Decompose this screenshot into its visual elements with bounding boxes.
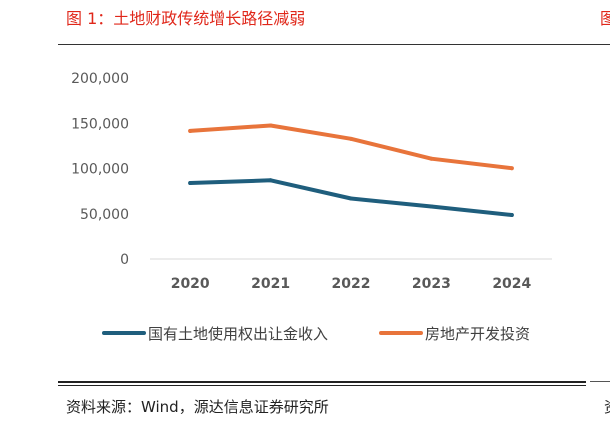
x-axis-tick-labels: 2020 2021 2022 2023 2024 <box>171 276 532 292</box>
source-note: 资料来源：Wind，源达信息证券研究所 <box>66 398 329 416</box>
x-tick-label: 2022 <box>332 276 371 292</box>
x-tick-label: 2024 <box>492 276 531 292</box>
source-divider-thin <box>58 385 586 386</box>
data-point <box>268 123 273 128</box>
data-point <box>429 156 434 161</box>
x-tick-label: 2023 <box>412 276 451 292</box>
y-axis-tick-labels: 0 50,000 100,000 150,000 200,000 <box>71 71 129 268</box>
data-point <box>349 196 353 201</box>
data-point <box>268 178 273 183</box>
x-tick-label: 2020 <box>171 276 210 292</box>
data-point <box>509 166 514 171</box>
data-point <box>429 204 434 209</box>
title-divider <box>58 44 610 45</box>
data-point <box>509 213 514 218</box>
next-figure-divider <box>590 381 610 382</box>
figure-title: 图 1：土地财政传统增长路径减弱 <box>66 9 306 28</box>
next-figure-title-fragment: 图 <box>600 9 610 28</box>
data-point <box>349 136 353 141</box>
source-divider-thick <box>58 381 586 383</box>
y-tick-label: 100,000 <box>71 162 129 178</box>
chart-legend: 国有土地使用权出让金收入 房地产开发投资 <box>102 325 530 343</box>
next-source-note-fragment: 资 <box>604 396 610 418</box>
legend-label: 国有土地使用权出让金收入 <box>148 325 328 343</box>
legend-label: 房地产开发投资 <box>425 325 530 343</box>
x-tick-label: 2021 <box>251 276 290 292</box>
y-tick-label: 50,000 <box>80 207 129 223</box>
series-lines <box>188 123 514 218</box>
y-tick-label: 150,000 <box>71 116 129 132</box>
series-line-1 <box>188 123 514 171</box>
y-tick-label: 200,000 <box>71 71 129 87</box>
data-point <box>188 180 193 185</box>
y-tick-label: 0 <box>120 252 129 268</box>
data-point <box>188 128 193 133</box>
